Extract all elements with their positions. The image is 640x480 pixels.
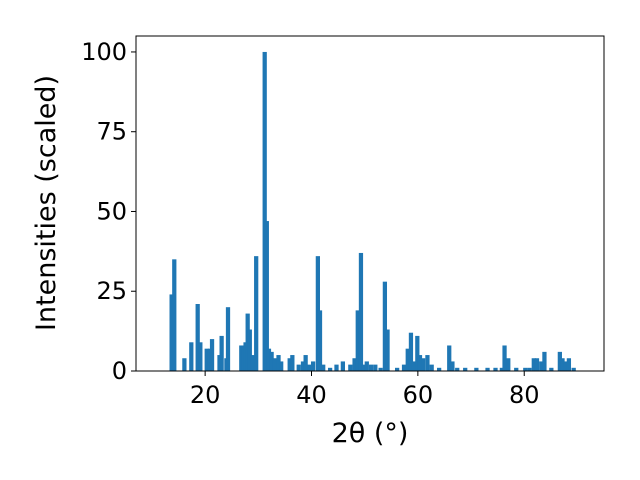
bar: [254, 256, 259, 371]
bar: [195, 304, 200, 371]
bar: [279, 361, 284, 371]
y-tick-label: 50: [96, 197, 127, 225]
bar: [523, 367, 528, 371]
x-tick-label: 40: [296, 381, 327, 409]
bar: [429, 364, 434, 371]
bar: [447, 345, 452, 371]
bar: [262, 51, 267, 371]
y-tick-label: 0: [112, 357, 127, 385]
bar: [395, 367, 400, 371]
bar: [534, 358, 540, 371]
bar: [411, 361, 416, 371]
bar: [352, 358, 357, 371]
bar: [169, 294, 174, 371]
bar: [327, 367, 333, 371]
bar: [348, 364, 353, 371]
x-tick-label: 60: [403, 381, 434, 409]
bar: [182, 358, 187, 371]
x-tick-label: 20: [190, 381, 221, 409]
bar: [474, 367, 479, 371]
bar: [172, 259, 177, 371]
bar: [557, 351, 562, 371]
bar: [241, 345, 246, 371]
bar: [373, 364, 378, 371]
bar: [245, 313, 250, 371]
bar: [382, 281, 388, 371]
plot-frame: [135, 35, 605, 372]
bar: [560, 358, 565, 371]
bar: [502, 345, 507, 371]
bar: [437, 367, 442, 371]
bar: [340, 361, 345, 371]
bar: [272, 358, 277, 371]
y-tick-label: 100: [81, 38, 127, 66]
bar: [315, 256, 320, 371]
bar: [250, 355, 255, 371]
bar: [204, 348, 209, 371]
bar: [198, 342, 203, 371]
bar: [549, 367, 554, 371]
bar: [378, 367, 383, 371]
bar: [368, 364, 374, 371]
x-axis-label: 2θ (°): [332, 418, 409, 449]
bar: [425, 355, 430, 371]
bar: [355, 310, 360, 371]
bar: [303, 355, 308, 371]
bar: [361, 364, 366, 371]
bar: [417, 355, 423, 371]
bar: [310, 361, 316, 371]
bar: [408, 332, 414, 371]
bar: [290, 355, 295, 371]
bar: [385, 329, 390, 371]
bar: [317, 310, 323, 371]
bar: [209, 339, 215, 371]
bar: [300, 361, 306, 371]
bar: [527, 367, 532, 371]
bar: [415, 335, 420, 371]
bar: [531, 358, 536, 371]
bar: [421, 358, 426, 371]
bar: [287, 358, 292, 371]
bar: [266, 348, 272, 371]
bar: [269, 351, 274, 371]
x-tick-label: 80: [509, 381, 540, 409]
bar: [485, 367, 490, 371]
bar: [450, 361, 455, 371]
bar: [405, 348, 410, 371]
y-axis-label: Intensities (scaled): [31, 75, 62, 331]
bar: [571, 367, 576, 371]
bar: [247, 329, 252, 371]
bar: [264, 221, 269, 371]
bar: [499, 367, 505, 371]
bar: [514, 367, 519, 371]
bar: [189, 342, 194, 371]
y-tick-label: 25: [96, 277, 127, 305]
bar: [358, 252, 364, 371]
bar: [239, 345, 244, 371]
bar: [563, 361, 568, 371]
bar: [334, 364, 339, 371]
bar: [276, 355, 281, 371]
bar: [455, 367, 460, 371]
bar: [217, 355, 222, 371]
y-tick-label: 75: [96, 118, 127, 146]
bars-group: [169, 51, 576, 371]
bar: [307, 364, 312, 371]
bar: [566, 358, 572, 371]
ticks-group: 20 40 60 80 0 25 50 75 100: [81, 38, 539, 409]
bar: [219, 335, 224, 371]
bar: [493, 367, 498, 371]
bar: [321, 364, 326, 371]
bar: [401, 364, 407, 371]
bar: [542, 351, 547, 371]
bar: [506, 358, 511, 371]
bar: [296, 364, 301, 371]
bar: [364, 361, 369, 371]
bar: [225, 307, 231, 371]
bar: [539, 361, 544, 371]
bar: [463, 367, 468, 371]
